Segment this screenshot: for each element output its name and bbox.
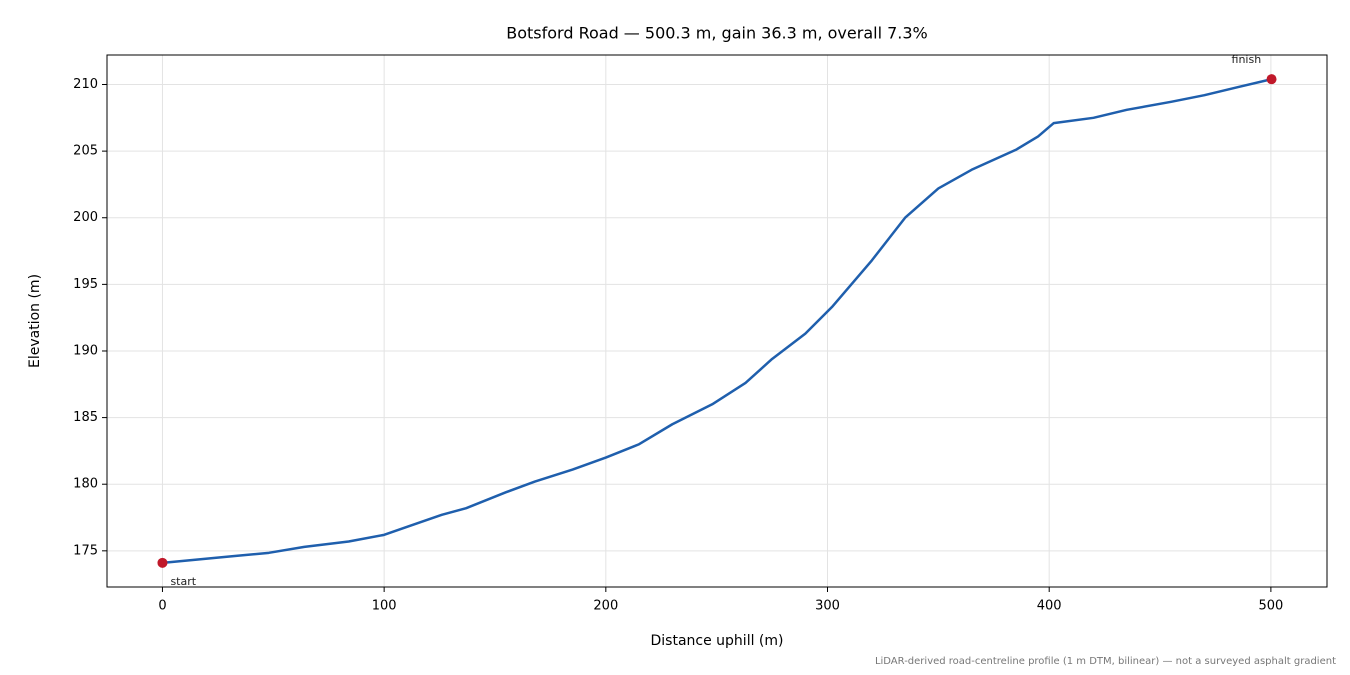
x-axis-label: Distance uphill (m) (651, 633, 784, 649)
y-tick-label: 180 (73, 477, 98, 492)
plot-frame (106, 54, 1328, 588)
endpoint-marker (1266, 74, 1277, 85)
elevation-line (162, 77, 1272, 565)
y-tick-label: 185 (73, 410, 98, 425)
y-tick-label: 190 (73, 343, 98, 358)
x-tick-label: 300 (815, 599, 840, 614)
y-tick-label: 200 (73, 210, 98, 225)
y-tick-label: 175 (73, 543, 98, 558)
x-tick-label: 400 (1037, 599, 1062, 614)
y-tick-label: 195 (73, 277, 98, 292)
endpoint-label: start (170, 575, 196, 588)
endpoint-marker (157, 557, 168, 568)
endpoint-label: finish (1232, 53, 1262, 66)
x-tick-label: 500 (1258, 599, 1283, 614)
chart-title: Botsford Road — 500.3 m, gain 36.3 m, ov… (506, 24, 928, 43)
y-tick-label: 205 (73, 144, 98, 159)
y-tick-label: 210 (73, 77, 98, 92)
x-tick-label: 0 (158, 599, 166, 614)
footnote: LiDAR-derived road-centreline profile (1… (875, 656, 1336, 667)
x-tick-label: 100 (372, 599, 397, 614)
x-tick-label: 200 (593, 599, 618, 614)
y-axis-label: Elevation (m) (27, 274, 43, 368)
